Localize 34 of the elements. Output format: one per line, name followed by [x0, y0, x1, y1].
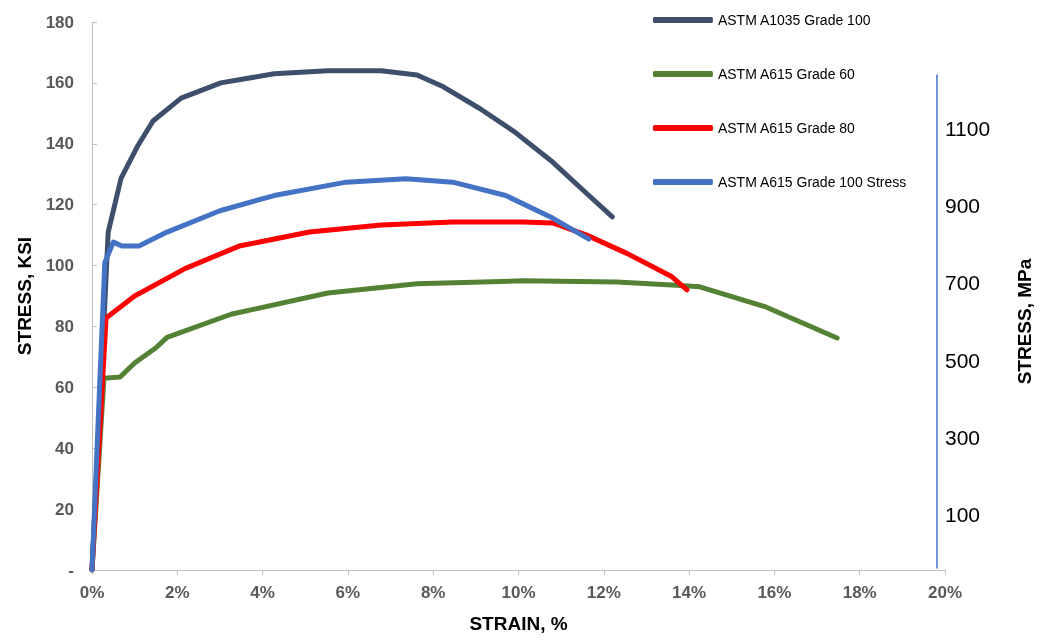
- y-tick-label: 160: [45, 73, 74, 93]
- y-axis-title: STRESS, KSI: [14, 236, 35, 356]
- x-axis-title: STRAIN, %: [469, 613, 568, 634]
- y2-tick-label: 100: [945, 502, 981, 526]
- y-tick-label: 180: [45, 12, 74, 32]
- x-tick-label: 2%: [165, 583, 190, 602]
- x-tick-label: 18%: [842, 583, 877, 602]
- y2-tick-label: 700: [945, 271, 981, 295]
- x-tick-label: 20%: [927, 583, 963, 602]
- legend-label: ASTM A615 Grade 60: [717, 66, 856, 82]
- y-tick-label: 60: [55, 377, 74, 397]
- x-tick-label: 16%: [757, 583, 792, 602]
- y-tick-label: 20: [55, 499, 74, 519]
- y-tick-label: 40: [55, 438, 74, 458]
- y-tick-label: 120: [45, 195, 74, 215]
- y2-tick-label: 300: [945, 425, 981, 449]
- y2-axis-title: STRESS, MPa: [1014, 258, 1035, 385]
- y2-tick-label: 500: [945, 348, 981, 372]
- y-tick-label: -: [68, 560, 74, 580]
- x-tick-label: 4%: [250, 583, 275, 602]
- y-tick-label: 80: [55, 316, 74, 336]
- x-tick-label: 0%: [79, 583, 105, 602]
- x-tick-label: 6%: [335, 583, 361, 602]
- y-tick-label: 140: [45, 134, 74, 154]
- y2-tick-label: 900: [945, 194, 981, 218]
- x-tick-label: 10%: [501, 583, 536, 602]
- x-tick-label: 14%: [672, 583, 707, 602]
- x-tick-label: 12%: [586, 583, 621, 602]
- legend-label: ASTM A1035 Grade 100: [717, 12, 871, 28]
- x-tick-label: 8%: [420, 583, 446, 602]
- legend-label: ASTM A615 Grade 100 Stress: [717, 174, 907, 190]
- y-tick-label: 100: [45, 256, 74, 276]
- y2-tick-label: 1100: [945, 117, 991, 141]
- legend-label: ASTM A615 Grade 80: [717, 120, 856, 136]
